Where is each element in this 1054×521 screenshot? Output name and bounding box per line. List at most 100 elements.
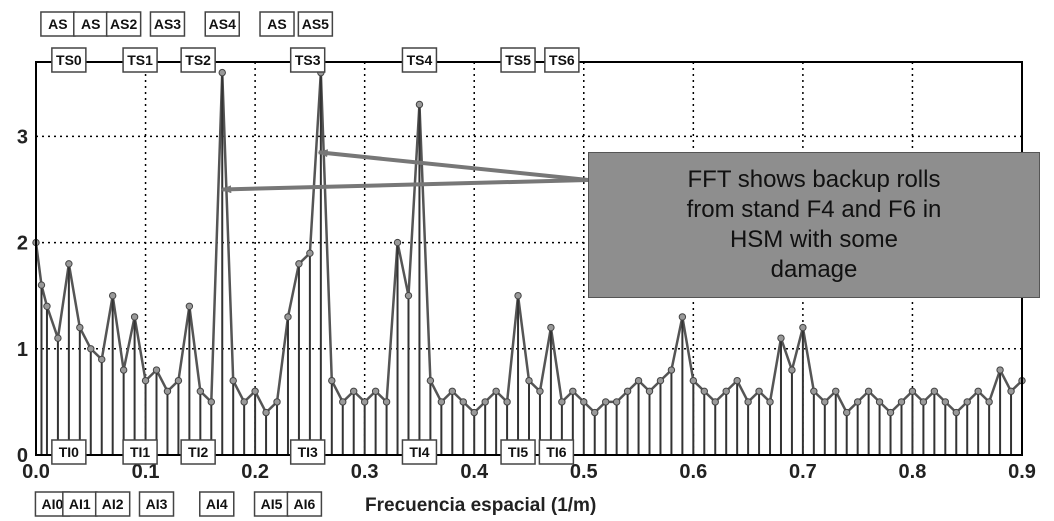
- top-marker-box: [259, 11, 295, 37]
- x-tick-label: 0.2: [241, 461, 269, 483]
- data-point: [963, 398, 971, 406]
- bottom-marker-label: TI1: [130, 444, 150, 460]
- annotation-box: FFT shows backup rolls from stand F4 and…: [588, 152, 1040, 298]
- data-point: [87, 345, 95, 353]
- x-tick-label: 0.9: [1008, 461, 1036, 483]
- data-point: [295, 260, 303, 268]
- data-point: [470, 408, 478, 417]
- data-point: [240, 398, 248, 406]
- data-point: [810, 387, 818, 395]
- data-point: [54, 334, 62, 342]
- data-point: [108, 291, 117, 300]
- data-point: [163, 387, 172, 395]
- top-marker-label: AS2: [110, 16, 137, 32]
- data-point: [580, 398, 588, 406]
- spectrum-series: [32, 68, 1026, 455]
- x-tick-label: 0.1: [132, 461, 160, 483]
- bottom-marker-box: [122, 439, 158, 465]
- data-point: [65, 260, 73, 268]
- data-point: [382, 398, 391, 406]
- bottom-marker-box: [253, 491, 290, 517]
- x-tick-label: 0.3: [351, 461, 379, 483]
- data-point: [908, 387, 917, 395]
- top-marker-box: [122, 47, 158, 73]
- bottom-marker-box: [94, 491, 131, 517]
- top-marker-label: AS: [81, 16, 100, 32]
- data-point: [251, 387, 259, 395]
- top-marker-box: [149, 11, 186, 37]
- data-point: [689, 376, 698, 385]
- bottom-marker-box: [538, 439, 575, 465]
- data-point: [832, 387, 840, 395]
- data-point: [985, 398, 993, 406]
- top-marker-box: [204, 11, 240, 37]
- data-point: [601, 398, 610, 406]
- bottom-marker-label: AI0: [42, 496, 64, 512]
- bottom-marker-box: [51, 439, 87, 465]
- data-point: [996, 366, 1004, 374]
- x-axis-label: Frecuencia espacial (1/m): [365, 495, 596, 516]
- data-point: [262, 408, 270, 417]
- top-marker-label: AS5: [302, 16, 329, 32]
- data-point: [350, 387, 358, 395]
- grid-lines: [36, 62, 1022, 455]
- top-marker-label: AS: [267, 16, 286, 32]
- y-tick-label: 0: [17, 445, 28, 467]
- data-point: [437, 398, 446, 406]
- data-point: [678, 313, 687, 321]
- data-point: [404, 291, 413, 300]
- data-point: [514, 291, 522, 300]
- data-point: [43, 302, 51, 310]
- data-point: [536, 387, 544, 395]
- top-marker-label: AS4: [209, 16, 236, 32]
- bottom-marker-label: TI0: [59, 444, 79, 460]
- data-point: [415, 100, 424, 109]
- data-point: [393, 238, 402, 247]
- bottom-marker-box: [286, 491, 323, 517]
- bottom-marker-label: TI4: [409, 444, 429, 460]
- data-point: [821, 398, 829, 406]
- data-point: [897, 398, 906, 406]
- bottom-marker-box: [401, 439, 438, 465]
- data-point: [547, 323, 555, 332]
- data-point: [371, 387, 380, 395]
- bottom-marker-label: AI2: [102, 496, 124, 512]
- data-point: [273, 398, 281, 406]
- top-marker-box: [289, 47, 326, 73]
- data-point: [645, 387, 654, 395]
- data-point: [459, 398, 467, 406]
- data-point: [591, 408, 599, 417]
- data-point: [306, 249, 314, 257]
- data-point: [930, 387, 939, 395]
- bottom-marker-box: [199, 491, 235, 517]
- x-tick-label: 0.4: [460, 461, 489, 483]
- y-tick-label: 1: [17, 339, 28, 361]
- data-point: [448, 387, 457, 395]
- bottom-marker-box: [289, 439, 326, 465]
- top-marker-box: [401, 47, 438, 73]
- x-tick-label: 0.5: [570, 461, 598, 483]
- top-marker-box: [297, 11, 334, 37]
- data-point: [130, 313, 139, 321]
- top-marker-label: TS2: [185, 52, 211, 68]
- top-marker-box: [105, 11, 142, 37]
- data-point: [360, 398, 369, 406]
- data-point: [941, 398, 950, 406]
- data-point: [711, 398, 719, 406]
- bottom-marker-label: TI3: [298, 444, 318, 460]
- bottom-marker-label: AI6: [294, 496, 316, 512]
- data-point: [733, 376, 741, 385]
- data-point: [76, 323, 84, 332]
- data-point: [196, 387, 205, 395]
- bottom-marker-label: TI5: [508, 444, 528, 460]
- y-tick-label: 3: [17, 126, 28, 148]
- axis-ticks: 0.0 0.1 0.2 0.3 0.4 0.5 0.6 0.7 0.8 0.9 0 1 2 3: [17, 126, 1036, 483]
- data-point: [218, 68, 226, 77]
- data-point: [875, 398, 884, 406]
- data-point: [788, 366, 796, 374]
- x-tick-label: 0.6: [679, 461, 707, 483]
- data-point: [525, 376, 533, 385]
- data-point: [119, 366, 128, 374]
- data-point: [229, 376, 237, 385]
